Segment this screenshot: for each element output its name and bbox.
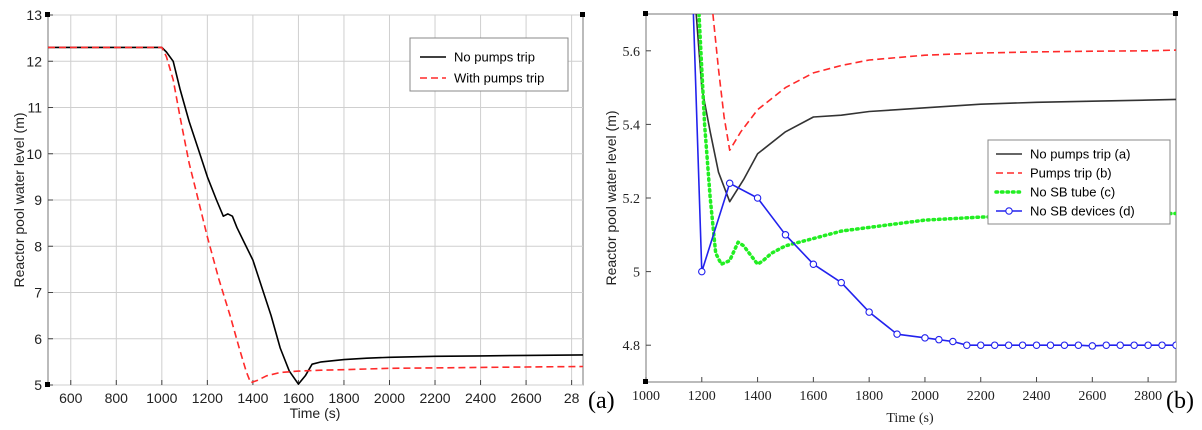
chart-b-series-point	[963, 341, 971, 349]
chart-a-legend-label: No pumps trip	[454, 50, 535, 65]
chart-a-ytick-label: 8	[34, 238, 42, 254]
chart-a-xtick-label: 2000	[374, 390, 405, 406]
chart-b-legend-marker	[1005, 207, 1013, 215]
chart-a-legend-label: With pumps trip	[454, 71, 544, 86]
chart-b-series-point	[753, 194, 762, 202]
chart-b-xtick-label: 2600	[1078, 389, 1106, 404]
chart-a-ytick-label: 9	[34, 192, 42, 208]
chart-a-xtick-label: 28	[564, 390, 580, 406]
chart-b-xtick-label: 1400	[744, 389, 772, 404]
chart-a: 600 800 1000 1200 1400 1600 1800 2000 2200 2400 26…	[11, 7, 615, 421]
chart-a-legend-box	[409, 37, 569, 92]
chart-b-series-point	[990, 341, 999, 349]
chart-a-series-line-2	[48, 46, 583, 384]
chart-b-series-point	[976, 341, 985, 349]
chart-b-series-point	[1102, 341, 1111, 349]
chart-b-panel-label: (b)	[1166, 388, 1194, 414]
chart-a-xtick-label: 800	[105, 390, 129, 406]
chart-b-ytick-label: 5.4	[623, 118, 641, 133]
chart-b-xtick-label: 1000	[632, 389, 660, 404]
chart-b-series-line-1	[695, 14, 1176, 203]
chart-a-corner-marker	[45, 382, 50, 387]
chart-b-xtick-label: 1800	[855, 389, 883, 404]
chart-a-xtick-label: 1600	[283, 390, 314, 406]
chart-b-series-point	[1158, 341, 1166, 349]
chart-b-series-point	[1074, 341, 1083, 349]
chart-a-ytick-label: 12	[26, 53, 42, 69]
chart-b-corner-marker	[1173, 11, 1178, 16]
chart-a-legend: No pumps trip With pumps trip	[409, 37, 569, 92]
chart-a-xtick-label: 1200	[192, 390, 223, 406]
chart-b-corner-marker	[643, 11, 648, 16]
chart-b-ticks: 1000 1200 1400 1600 1800 2000 2200 2400 2600 2800…	[623, 45, 1163, 404]
chart-b-series-point	[1032, 341, 1041, 349]
chart-a-ytick-label: 7	[34, 285, 42, 301]
chart-a-panel-label: (a)	[588, 388, 615, 414]
chart-b-series-point	[1130, 341, 1138, 349]
chart-a-xtick-label: 1400	[237, 390, 268, 406]
chart-a-series-line-1	[48, 46, 583, 385]
chart-b-ylabel: Reactor pool water level (m)	[603, 110, 619, 285]
chart-a-xtick-label: 600	[59, 390, 83, 406]
chart-a-ytick-label: 13	[26, 7, 42, 23]
chart-a-ytick-label: 10	[26, 146, 42, 162]
chart-b-series-point	[1144, 341, 1152, 349]
chart-b-legend-label: No SB tube (c)	[1030, 185, 1115, 200]
chart-b-xtick-label: 2400	[1023, 389, 1051, 404]
chart-a-ticks: 600 800 1000 1200 1400 1600 1800 2000 2200 2400 26…	[26, 7, 579, 406]
chart-b-ytick-label: 5	[633, 266, 640, 281]
chart-a-xtick-label: 1000	[146, 390, 177, 406]
chart-b-series-point	[865, 308, 873, 316]
chart-b-xtick-label: 2200	[967, 389, 995, 404]
chart-b-ytick-label: 5.6	[623, 45, 641, 60]
chart-a-xlabel: Time (s)	[290, 405, 341, 421]
chart-b-legend-label: Pumps trip (b)	[1030, 166, 1112, 181]
chart-b-legend-label: No pumps trip (a)	[1030, 147, 1130, 162]
chart-b-corner-marker	[643, 379, 648, 384]
chart-b-xlabel: Time (s)	[886, 411, 934, 426]
chart-b-series-point	[921, 334, 929, 342]
chart-b: 1000 1200 1400 1600 1800 2000 2200 2400 2600 2800…	[603, 11, 1194, 426]
chart-b-series-point	[1060, 341, 1069, 349]
chart-b-series-point	[698, 267, 706, 276]
chart-a-corner-marker	[45, 12, 50, 17]
chart-b-series-point	[1004, 341, 1013, 349]
chart-b-series-point	[935, 335, 943, 344]
chart-b-series-line-2	[712, 14, 1176, 151]
chart-a-ylabel: Reactor pool water level (m)	[11, 112, 27, 287]
chart-b-series-point	[1088, 342, 1097, 350]
chart-b-series-point	[893, 330, 901, 338]
chart-b-xtick-label: 2000	[911, 389, 939, 404]
chart-b-series-point	[1172, 341, 1176, 349]
chart-b-series-point	[949, 337, 957, 346]
chart-a-corner-marker	[580, 12, 585, 17]
chart-b-xtick-label: 1200	[688, 389, 716, 404]
chart-a-ytick-label: 6	[34, 331, 42, 347]
chart-b-series-line-4	[692, 14, 1176, 347]
chart-b-legend-label: No SB devices (d)	[1030, 204, 1135, 219]
chart-b-series-point	[809, 260, 818, 268]
chart-b-series-point	[1116, 341, 1124, 349]
chart-a-xtick-label: 2600	[511, 390, 542, 406]
chart-b-series-point	[1018, 341, 1027, 349]
chart-b-xtick-label: 1600	[799, 389, 827, 404]
chart-b-ytick-label: 5.2	[623, 192, 641, 207]
chart-b-series-point	[781, 231, 790, 239]
chart-b-xtick-label: 2800	[1134, 389, 1162, 404]
chart-b-series-point	[1046, 341, 1055, 349]
chart-a-xtick-label: 2400	[465, 390, 496, 406]
chart-b-series-point	[725, 179, 734, 188]
chart-a-ytick-label: 11	[27, 100, 42, 116]
chart-b-ytick-label: 4.8	[623, 339, 641, 354]
chart-a-xtick-label: 1800	[328, 390, 359, 406]
chart-a-xtick-label: 2200	[419, 390, 450, 406]
chart-a-ytick-label: 5	[34, 377, 42, 393]
chart-b-series-point	[837, 278, 846, 287]
chart-b-legend: No pumps trip (a) Pumps trip (b) No SB tub…	[987, 139, 1171, 225]
chart-a-series	[48, 46, 583, 385]
